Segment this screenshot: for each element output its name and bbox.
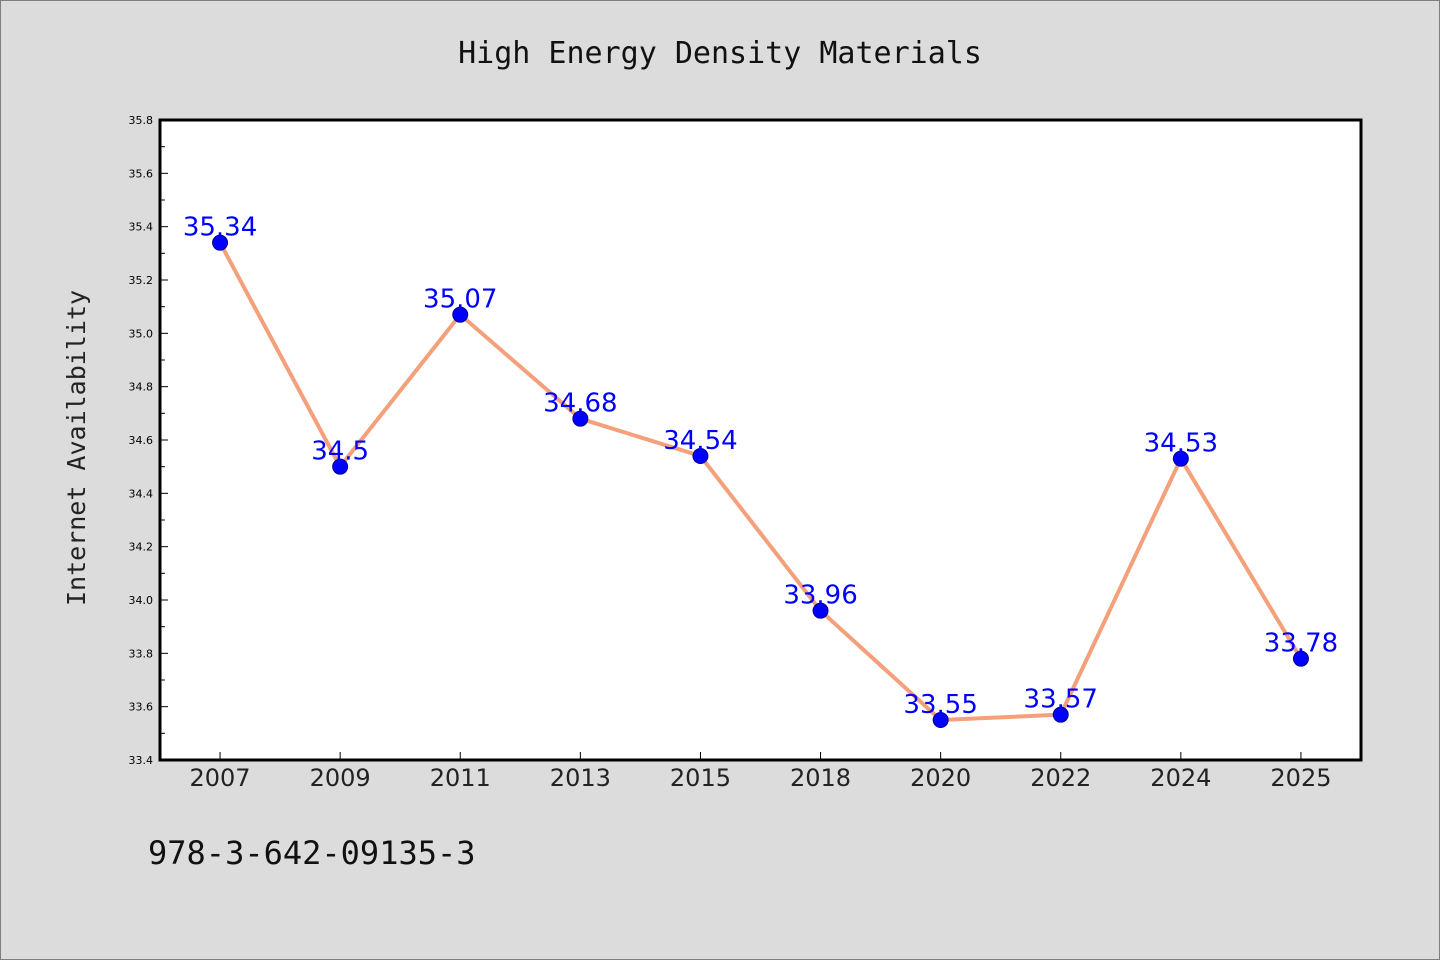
data-point xyxy=(812,602,829,619)
x-tick-label: 2025 xyxy=(1270,764,1331,792)
x-tick-label: 2022 xyxy=(1030,764,1091,792)
series-line xyxy=(218,241,1303,722)
data-point xyxy=(572,410,589,427)
x-tick-label: 2011 xyxy=(430,764,491,792)
x-axis: 2007 2009 2011 2013 2015 2018 2020 2022 2024 2025 xyxy=(190,752,1331,792)
x-tick-label: 2009 xyxy=(310,764,371,792)
data-label: 34.68 xyxy=(543,389,617,419)
y-tick-label: 33.6 xyxy=(129,701,154,714)
x-tick-label: 2020 xyxy=(910,764,971,792)
y-axis-label: Internet Availability xyxy=(62,290,91,606)
x-tick-label: 2024 xyxy=(1150,764,1211,792)
data-label: 34.54 xyxy=(663,426,737,456)
x-tick-label: 2013 xyxy=(550,764,611,792)
series-group: 35.34 34.5 35.07 34.68 34.54 33.96 33.55 33.57 3… xyxy=(183,213,1338,728)
data-point xyxy=(452,306,469,323)
y-tick-label: 35.4 xyxy=(129,221,154,234)
data-label: 35.07 xyxy=(423,285,497,315)
data-label: 33.96 xyxy=(783,581,857,611)
y-tick-label: 33.8 xyxy=(129,647,154,660)
data-point xyxy=(212,234,229,251)
y-axis: 33.4 33.6 33.8 34.0 34.2 34.4 34.6 34.8 35.0 35.2… xyxy=(129,114,168,767)
y-tick-label: 35.6 xyxy=(129,167,154,180)
y-tick-label: 34.4 xyxy=(129,487,154,500)
data-label: 34.53 xyxy=(1144,429,1218,459)
data-point xyxy=(692,448,709,464)
data-label: 34.5 xyxy=(311,437,369,467)
data-label: 33.55 xyxy=(903,690,977,720)
y-tick-label: 34.0 xyxy=(129,594,154,607)
data-point xyxy=(1052,706,1069,723)
data-point xyxy=(932,712,949,728)
data-point xyxy=(1172,450,1189,467)
data-label: 35.34 xyxy=(183,213,257,243)
y-tick-label: 35.8 xyxy=(129,114,154,127)
x-tick-label: 2018 xyxy=(790,764,851,792)
y-tick-label: 34.8 xyxy=(129,381,154,394)
y-tick-label: 35.2 xyxy=(129,274,154,287)
x-tick-label: 2015 xyxy=(670,764,731,792)
data-label: 33.78 xyxy=(1264,629,1338,659)
footer-isbn: 978-3-642-09135-3 xyxy=(148,834,476,872)
plot-border xyxy=(158,118,1363,762)
data-point xyxy=(332,458,349,475)
y-tick-label: 35.0 xyxy=(129,327,154,340)
x-tick-label: 2007 xyxy=(190,764,251,792)
y-tick-label: 33.4 xyxy=(129,754,154,767)
y-tick-label: 34.2 xyxy=(129,541,154,554)
data-point xyxy=(1292,650,1309,667)
y-tick-label: 34.6 xyxy=(129,434,154,447)
data-label: 33.57 xyxy=(1024,685,1098,715)
chart-title: High Energy Density Materials xyxy=(458,36,982,71)
